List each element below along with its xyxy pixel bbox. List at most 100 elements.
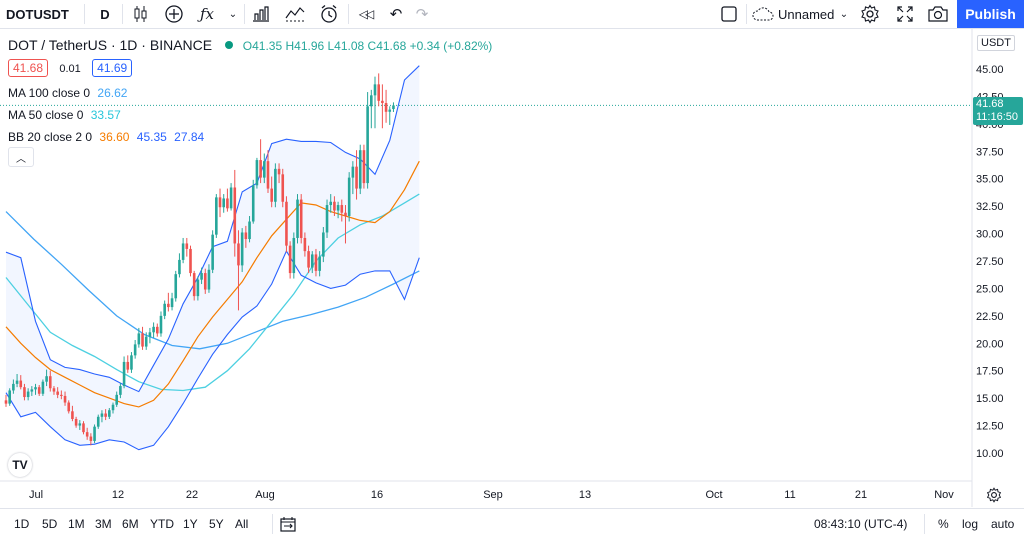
candle [233, 169, 237, 257]
price-chart[interactable]: 45.0042.5040.0037.5035.0032.5030.0027.50… [0, 29, 1024, 507]
currency-label[interactable]: USDT [977, 35, 1015, 51]
toolbar-divider [348, 4, 349, 24]
candle [23, 383, 26, 401]
candle [111, 402, 115, 414]
candles-icon[interactable] [128, 0, 154, 28]
candle [277, 163, 281, 184]
date-range-icon[interactable] [280, 509, 296, 538]
candle [4, 394, 8, 407]
plus-circle-icon[interactable] [160, 0, 188, 28]
candle [56, 387, 59, 399]
candle [322, 226, 325, 263]
interval-button[interactable]: D [100, 6, 110, 22]
bb-basis-line [5, 160, 420, 408]
axis-settings-icon[interactable] [986, 487, 1002, 508]
symbol-search-button[interactable]: DOTUSDT [6, 6, 69, 22]
layout-name-label[interactable]: Unnamed [778, 6, 835, 22]
candle [255, 157, 259, 189]
price-tick-label: 17.50 [976, 366, 1004, 378]
candle [358, 144, 362, 195]
candle [263, 153, 266, 184]
undo-icon[interactable]: ↶ [389, 6, 403, 23]
log-toggle[interactable]: log [962, 516, 979, 531]
ma100-legend[interactable]: MA 100 close 0 26.62 [8, 86, 127, 100]
auto-toggle[interactable]: auto [991, 516, 1015, 531]
candle [351, 161, 355, 195]
sell-price-button[interactable]: 41.68 [8, 59, 49, 77]
candle [325, 199, 329, 238]
time-tick-label: 16 [371, 489, 383, 501]
fullscreen-icon[interactable] [893, 0, 917, 28]
candle [314, 248, 318, 277]
collapse-legend-button[interactable]: ︿ [8, 147, 34, 167]
candle [85, 427, 89, 440]
chart-area[interactable]: 45.0042.5040.0037.5035.0032.5030.0027.50… [0, 29, 1024, 507]
gear-icon[interactable] [858, 0, 882, 28]
buy-price-button[interactable]: 41.69 [92, 59, 133, 77]
candle [174, 270, 178, 302]
time-axis[interactable]: Jul 12 22 Aug 16 Sep 13 Oct 11 21 Nov [29, 489, 954, 501]
range-button-6m[interactable]: 6M [122, 516, 139, 531]
range-button-1y[interactable]: 1Y [183, 516, 198, 531]
fx-icon[interactable]: ƒx [199, 5, 214, 23]
candle [63, 391, 67, 406]
ohlc-values: O41.35 H41.96 L41.08 C41.68 +0.34 (+0.82… [242, 39, 493, 53]
price-tick-label: 27.50 [976, 256, 1004, 268]
candle [48, 370, 52, 392]
market-status-icon [225, 41, 234, 49]
candle [12, 379, 15, 394]
time-tick-label: 13 [579, 489, 591, 501]
candle [259, 139, 262, 184]
ma50-legend[interactable]: MA 50 close 0 33.57 [8, 108, 121, 122]
candle [52, 386, 56, 395]
candle [159, 311, 163, 337]
price-tick-label: 10.00 [976, 448, 1004, 460]
candle [229, 183, 233, 211]
publish-button[interactable]: Publish [957, 0, 1024, 28]
clock-label[interactable]: 08:43:10 (UTC-4) [814, 516, 908, 531]
candle [93, 424, 96, 444]
symbol-title[interactable]: DOT / TetherUS · 1D · BINANCE [8, 37, 213, 53]
cloud-icon[interactable] [752, 0, 774, 28]
candle [15, 374, 19, 388]
candle [167, 292, 170, 312]
range-button-1m[interactable]: 1M [68, 516, 85, 531]
bar-chart-icon[interactable] [249, 0, 273, 28]
range-button-5d[interactable]: 5D [42, 516, 58, 531]
chevron-down-icon[interactable]: ⌄ [839, 8, 849, 20]
range-button-all[interactable]: All [235, 516, 249, 531]
price-axis[interactable]: 45.0042.5040.0037.5035.0032.5030.0027.50… [976, 64, 1004, 460]
redo-icon[interactable]: ↷ [415, 6, 429, 23]
range-button-5y[interactable]: 5Y [209, 516, 224, 531]
candle [181, 237, 185, 264]
bb-legend[interactable]: BB 20 close 2 0 36.60 45.35 27.84 [8, 130, 204, 144]
bb-label: BB 20 close 2 0 [8, 130, 93, 144]
toolbar-divider [272, 514, 273, 534]
replay-icon[interactable]: ◁◁ [358, 7, 374, 21]
price-tick-label: 45.00 [976, 64, 1004, 76]
range-button-1d[interactable]: 1D [14, 516, 30, 531]
percent-toggle[interactable]: % [938, 516, 949, 531]
candle [19, 375, 23, 390]
top-toolbar: DOTUSDT D ƒx ⌄ ◁◁ ↶ ↷ Unnamed ⌄ Publish [0, 0, 1024, 29]
range-button-ytd[interactable]: YTD [150, 516, 174, 531]
candle [203, 268, 207, 294]
square-icon[interactable] [718, 0, 740, 28]
candle [310, 251, 314, 274]
candle [152, 322, 155, 338]
candle [119, 382, 122, 399]
camera-icon[interactable] [926, 0, 950, 28]
candle [237, 230, 240, 311]
range-button-3m[interactable]: 3M [95, 516, 112, 531]
candle [104, 409, 107, 421]
chevron-down-icon[interactable]: ⌄ [228, 8, 238, 20]
candle [388, 106, 392, 125]
alarm-icon[interactable] [316, 0, 342, 28]
ma100-line [5, 211, 420, 350]
candle [45, 369, 48, 387]
time-tick-label: 21 [855, 489, 867, 501]
candle [370, 89, 373, 129]
candle [34, 383, 37, 395]
tradingview-logo-icon[interactable]: TV [8, 453, 32, 477]
indicator-icon[interactable] [282, 0, 308, 28]
